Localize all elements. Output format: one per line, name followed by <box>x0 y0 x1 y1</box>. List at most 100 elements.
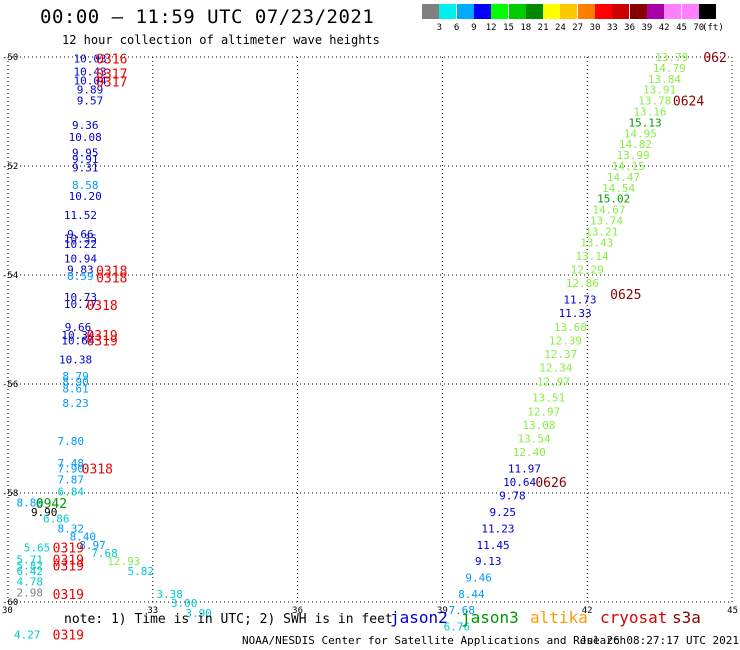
wave-height-label: 13.78 <box>638 95 671 108</box>
x-tick-label: 42 <box>582 606 593 616</box>
wave-height-label: 10.64 <box>503 476 536 489</box>
wave-height-label: 14.54 <box>602 182 635 195</box>
wave-height-label: 3.00 <box>171 597 198 610</box>
colorbar-swatch <box>456 4 474 19</box>
track-time-label: 0319 <box>53 588 84 603</box>
colorbar-label: 15 <box>503 23 514 33</box>
wave-height-label: 10.04 <box>73 74 106 87</box>
legend-jason2: jason2 <box>390 608 448 627</box>
wave-height-label: 11.45 <box>477 539 510 552</box>
track-time-label: 0318 <box>96 265 127 280</box>
wave-height-label: 9.83 <box>67 264 94 277</box>
wave-height-label: 9.36 <box>72 119 99 132</box>
wave-height-label: 7.68 <box>448 604 475 617</box>
wave-height-label: 11.73 <box>563 294 596 307</box>
wave-height-label: 10.73 <box>64 291 97 304</box>
y-tick-label: -60 <box>2 598 18 608</box>
y-tick-label: -58 <box>2 489 18 499</box>
track-time-label: 062 <box>703 51 726 66</box>
wave-height-label: 11.52 <box>64 209 97 222</box>
wave-height-label: 10.43 <box>73 66 106 79</box>
wave-height-label: 8.40 <box>70 531 97 544</box>
x-tick-label: 36 <box>292 606 303 616</box>
wave-height-label: 9.95 <box>72 146 99 159</box>
wave-height-label: 8.59 <box>67 270 94 283</box>
wave-height-label: 7.68 <box>91 547 118 560</box>
track-time-label: 0317 <box>96 67 127 82</box>
wave-height-label: 8.97 <box>79 539 106 552</box>
track-time-label: 0317 <box>96 76 127 91</box>
colorbar-swatch <box>577 4 595 19</box>
x-tick-label: 33 <box>147 606 158 616</box>
track-time-label: 0319 <box>86 329 117 344</box>
colorbar-label: 30 <box>589 23 601 33</box>
wave-height-label: 14.95 <box>624 127 657 140</box>
wave-height-label: 9.57 <box>77 95 104 108</box>
wave-height-label: 13.99 <box>616 149 649 162</box>
wave-height-label: 10.35 <box>64 232 97 245</box>
wave-height-label: 8.23 <box>62 397 89 410</box>
colorbar-label: 45 <box>676 23 687 33</box>
wave-height-label: 8.90 <box>62 375 89 388</box>
wave-height-label: 13.91 <box>643 84 676 97</box>
y-tick-label: -54 <box>2 271 18 281</box>
colorbar-swatch <box>543 4 561 19</box>
wave-height-label: 7.90 <box>57 462 84 475</box>
colorbar-label: 36 <box>624 23 636 33</box>
wave-height-label: 11.97 <box>508 462 541 475</box>
wave-height-label: 9.78 <box>499 490 526 503</box>
wave-height-label: 13.74 <box>590 215 623 228</box>
wave-height-label: 12.39 <box>549 334 582 347</box>
chart-title: 00:00 – 11:59 UTC 07/23/2021 <box>40 6 375 28</box>
colorbar-label: 21 <box>537 23 549 33</box>
colorbar-swatch <box>525 4 543 19</box>
colorbar-swatch <box>491 4 509 19</box>
colorbar-swatch <box>439 4 457 19</box>
wave-height-label: 13.16 <box>633 106 666 119</box>
colorbar-label: 3 <box>436 23 442 33</box>
track-time-label: 0318 <box>82 462 113 477</box>
wave-height-label: 5.71 <box>16 553 43 566</box>
track-time-label: 0318 <box>96 272 127 287</box>
wave-height-label: 6.86 <box>43 513 70 526</box>
wave-height-label: 10.22 <box>64 238 97 251</box>
wave-height-label: 13.54 <box>518 433 551 446</box>
wave-height-label: 10.64 <box>61 334 94 347</box>
wave-height-label: 8.79 <box>62 370 89 383</box>
x-tick-label: 30 <box>2 606 13 616</box>
wave-height-label: 4.78 <box>16 575 43 588</box>
wave-height-label: 13.21 <box>585 225 618 238</box>
colorbar-label: 39 <box>641 23 653 33</box>
colorbar-swatch <box>422 4 439 19</box>
wave-height-label: 12.40 <box>513 446 546 459</box>
wave-height-label: 5.82 <box>127 565 154 578</box>
track-time-label: 0319 <box>53 559 84 574</box>
track-time-label: 0316 <box>96 53 127 68</box>
wave-height-label: 12.97 <box>527 405 560 418</box>
colorbar-label: 24 <box>554 23 566 33</box>
colorbar-label: 70 <box>693 23 705 33</box>
wave-height-label: 9.31 <box>72 162 99 175</box>
colorbar-swatch <box>560 4 578 19</box>
wave-height-label: 9.25 <box>489 506 516 519</box>
wave-height-label: 3.38 <box>156 588 183 601</box>
wave-height-label: 2.98 <box>16 587 43 600</box>
wave-height-label: 7.80 <box>57 435 84 448</box>
colorbar-label: 18 <box>520 23 532 33</box>
wave-height-label: 5.65 <box>24 542 51 555</box>
colorbar-unit: (ft) <box>702 23 724 33</box>
wave-height-label: 14.47 <box>607 171 640 184</box>
wave-height-label: 9.90 <box>31 506 58 519</box>
colorbar-label: 9 <box>471 23 477 33</box>
colorbar-label: 27 <box>572 23 584 33</box>
y-tick-label: -56 <box>2 380 18 390</box>
wave-height-label: 8.32 <box>57 522 84 535</box>
wave-height-label: 6.42 <box>16 565 43 578</box>
wave-height-label: 8.44 <box>458 588 485 601</box>
wave-height-label: 12.37 <box>544 348 577 361</box>
colorbar-swatch <box>508 4 526 19</box>
wave-height-label: 15.02 <box>597 193 630 206</box>
colorbar-swatch <box>595 4 612 19</box>
credit-text: NOAA/NESDIS Center for Satellite Applica… <box>242 634 627 647</box>
